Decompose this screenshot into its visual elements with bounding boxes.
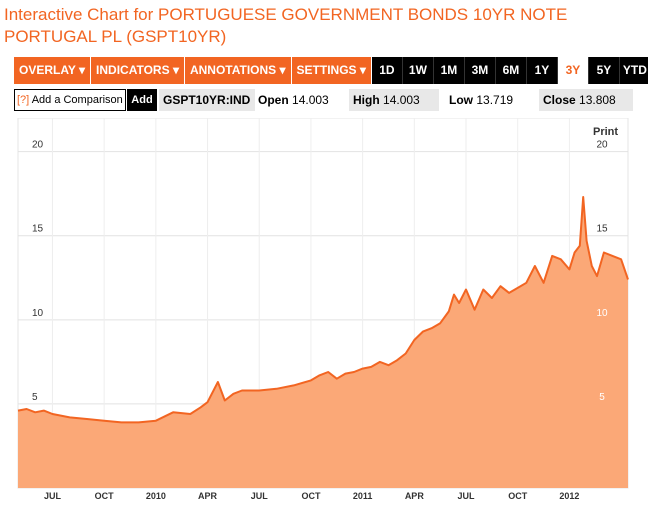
annotations-menu[interactable]: ANNOTATIONS ▾ [184, 57, 292, 84]
x-tick-label: JUL [251, 491, 269, 501]
settings-menu[interactable]: SETTINGS ▾ [291, 57, 372, 84]
low-value: 13.719 [476, 93, 514, 107]
add-comparison-label: Add a Comparison [31, 94, 123, 106]
close-stat: Close 13.808 [539, 89, 633, 111]
y-tick-label-right: 15 [596, 224, 608, 235]
range-1w-button[interactable]: 1W [402, 57, 434, 84]
x-tick-label: 2012 [559, 491, 579, 501]
open-value: 14.003 [292, 93, 329, 107]
add-comparison-input[interactable]: [?] Add a Comparison [14, 89, 126, 111]
range-3y-button[interactable]: 3Y [557, 57, 589, 84]
x-tick-label: JUL [458, 491, 476, 501]
help-icon[interactable]: [?] [17, 94, 30, 106]
y-tick-label-right: 20 [596, 140, 608, 151]
x-tick-label: OCT [508, 491, 528, 501]
print-button[interactable]: Print [593, 126, 619, 138]
range-1d-button[interactable]: 1D [371, 57, 403, 84]
high-label: High [353, 93, 380, 107]
chart-toolbar: OVERLAY ▾ INDICATORS ▾ ANNOTATIONS ▾ SET… [14, 57, 648, 84]
series-area [18, 197, 628, 488]
range-3m-button[interactable]: 3M [464, 57, 496, 84]
y-tick-label-left: 5 [32, 392, 38, 403]
close-value: 13.808 [579, 93, 616, 107]
low-stat: Low 13.719 [445, 89, 535, 111]
high-stat: High 14.003 [349, 89, 439, 111]
x-tick-label: OCT [301, 491, 321, 501]
close-label: Close [543, 93, 576, 107]
range-1m-button[interactable]: 1M [433, 57, 465, 84]
y-tick-label-left: 20 [32, 140, 44, 151]
symbol-label: GSPT10YR:IND [159, 89, 255, 111]
low-label: Low [449, 93, 473, 107]
range-1y-button[interactable]: 1Y [526, 57, 558, 84]
y-tick-label-left: 10 [32, 308, 44, 319]
x-tick-label: APR [198, 491, 218, 501]
x-tick-label: OCT [95, 491, 115, 501]
page-title: Interactive Chart for PORTUGUESE GOVERNM… [4, 5, 568, 46]
x-tick-label: JUL [44, 491, 62, 501]
open-stat: Open 14.003 [254, 89, 344, 111]
x-tick-label: 2011 [353, 491, 373, 501]
add-button[interactable]: Add [127, 89, 157, 111]
indicators-menu[interactable]: INDICATORS ▾ [91, 57, 185, 84]
overlay-menu[interactable]: OVERLAY ▾ [14, 57, 92, 84]
y-tick-label-right-overlay: 10 [596, 308, 608, 319]
range-ytd-button[interactable]: YTD [619, 57, 648, 84]
y-tick-label-right-overlay: 5 [599, 392, 605, 403]
x-tick-label: APR [405, 491, 425, 501]
x-tick-label: 2010 [146, 491, 166, 501]
y-tick-label-left: 15 [32, 224, 44, 235]
open-label: Open [258, 93, 289, 107]
high-value: 14.003 [383, 93, 420, 107]
range-6m-button[interactable]: 6M [495, 57, 527, 84]
price-chart: 5 5 10 10 15 15 20 20 JUL OCT 2010 APR JUL OCT 2011 APR… [17, 118, 629, 501]
range-5y-button[interactable]: 5Y [588, 57, 620, 84]
series-line [17, 196, 629, 424]
quote-info-bar: [?] Add a Comparison Add GSPT10YR:IND Op… [14, 89, 634, 111]
